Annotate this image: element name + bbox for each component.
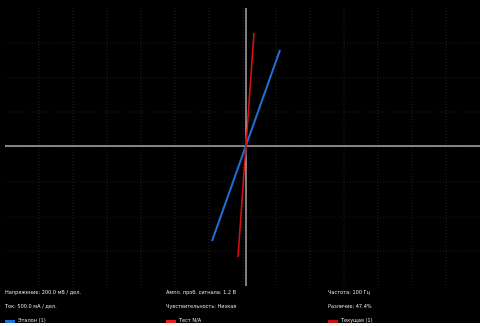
iv-plot-canvas (5, 8, 480, 286)
test-color-swatch (166, 319, 176, 323)
legend-item-current[interactable]: Текущая (1) (328, 316, 373, 326)
probe-amplitude-text: Ампл. проб. сигнала: 1.2 В (166, 290, 237, 296)
legend-label-test: Тест N/A (179, 318, 202, 324)
legend-row: Эталон (1) Тест N/A Текущая (1) (0, 316, 480, 326)
sensitivity-text: Чувствительность: Низкая (166, 304, 237, 310)
status-row-1: Напряжение: 200.0 мВ / дел. Ампл. проб. … (0, 288, 480, 298)
legend-item-reference[interactable]: Эталон (1) (5, 316, 46, 326)
current-trace (237, 32, 255, 258)
iv-plot-area (5, 8, 480, 286)
legend-label-reference: Эталон (1) (18, 318, 46, 324)
grid-lines (5, 8, 480, 286)
voltage-scale-text: Напряжение: 200.0 мВ / дел. (5, 290, 82, 296)
status-row-2: Ток: 500.0 мА / дел. Чувствительность: Н… (0, 302, 480, 312)
legend-label-current: Текущая (1) (341, 318, 373, 324)
difference-text: Различие: 47.4% (328, 304, 372, 310)
frequency-text: Частота: 100 Гц (328, 290, 371, 296)
current-color-swatch (328, 319, 338, 323)
reference-color-swatch (5, 319, 15, 323)
legend-item-test[interactable]: Тест N/A (166, 316, 201, 326)
current-scale-text: Ток: 500.0 мА / дел. (5, 304, 57, 310)
